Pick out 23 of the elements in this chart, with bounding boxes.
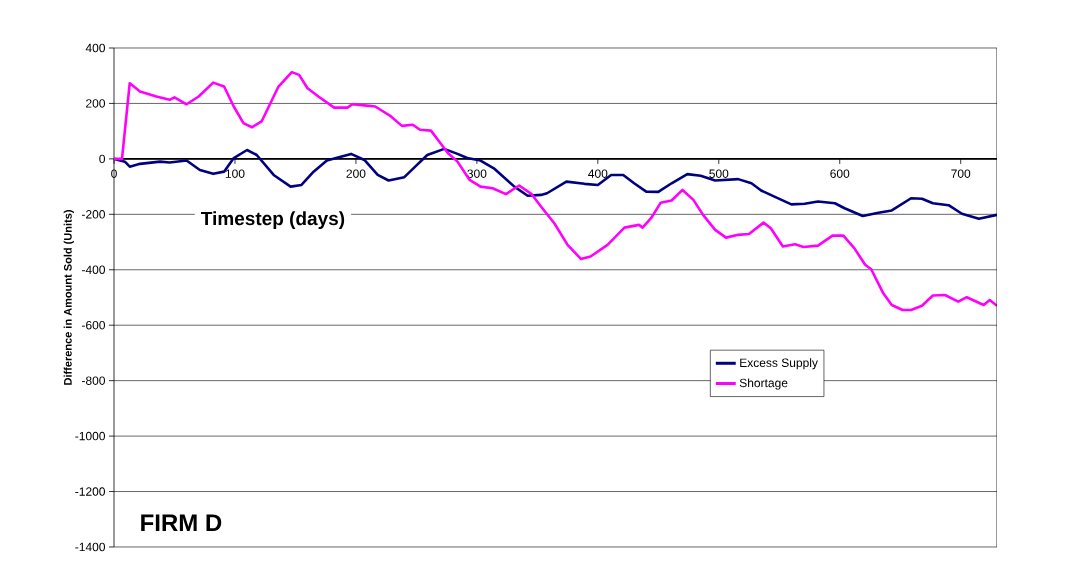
y-tick-label: -400 <box>81 265 106 275</box>
x-tick-label: 700 <box>951 169 971 178</box>
x-axis-title: Timestep (days) <box>201 211 345 229</box>
x-tick-label: 600 <box>830 169 850 178</box>
y-tick-label: -200 <box>81 210 106 219</box>
legend-label: Shortage <box>739 378 788 390</box>
annotation: FIRM D <box>141 514 222 531</box>
y-axis-title: Difference in Amount Sold (Units) <box>63 210 74 385</box>
y-tick-label: -1000 <box>75 431 106 441</box>
y-tick-label: -1400 <box>75 542 106 552</box>
x-tick-label: 300 <box>467 169 487 178</box>
y-tick-label: -1200 <box>75 487 106 496</box>
y-tick-label: 0 <box>99 154 106 164</box>
x-tick-label: 200 <box>346 169 366 178</box>
x-tick-label: 100 <box>225 169 245 178</box>
x-tick-label: 400 <box>588 169 608 178</box>
x-tick-label: 0 <box>111 169 117 178</box>
y-tick-label: -600 <box>81 320 106 330</box>
y-tick-label: 400 <box>85 43 106 53</box>
y-tick-label: -800 <box>81 376 106 385</box>
y-tick-label: 200 <box>86 99 106 108</box>
x-tick-label: 500 <box>709 169 729 178</box>
legend-label: Excess Supply <box>740 358 818 370</box>
